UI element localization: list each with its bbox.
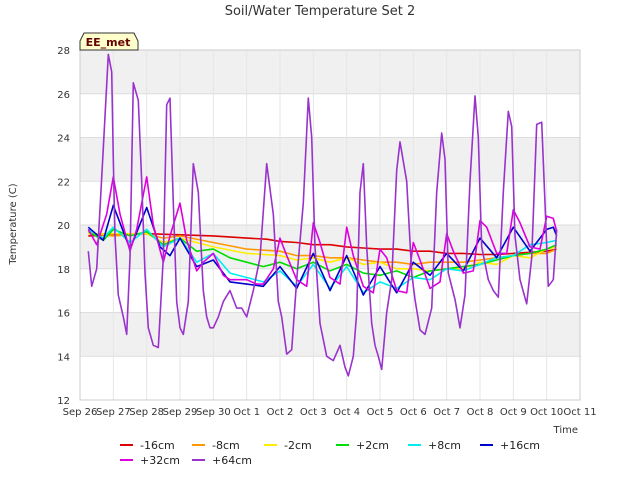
x-tick-label: Sep 26: [63, 407, 98, 418]
x-tick-label: Oct 11: [563, 407, 596, 418]
annotation-box-shape: [79, 32, 139, 51]
legend-label: +64cm: [212, 454, 252, 467]
legend-label: -8cm: [212, 439, 240, 452]
x-tick-label: Sep 29: [163, 407, 198, 418]
legend-label: -16cm: [140, 439, 175, 452]
legend-item: +32cm: [120, 454, 180, 467]
x-tick-label: Oct 6: [400, 407, 427, 418]
x-tick-label: Sep 27: [96, 407, 131, 418]
x-tick-label: Sep 30: [196, 407, 231, 418]
legend-item: -16cm: [120, 439, 175, 452]
annotation-label: EE_met: [86, 36, 131, 49]
x-tick-label: Oct 5: [367, 407, 394, 418]
legend-item: +16cm: [480, 439, 540, 452]
y-tick-label: 14: [57, 352, 70, 363]
y-tick-label: 22: [57, 177, 70, 188]
x-tick-label: Oct 4: [333, 407, 360, 418]
y-axis-ticks: 12 14 16 18 20 22 24 26 28: [57, 46, 70, 407]
legend-label: +16cm: [500, 439, 540, 452]
annotation-box: EE_met: [79, 32, 139, 51]
legend-label: +2cm: [356, 439, 389, 452]
legend-label: +8cm: [428, 439, 461, 452]
y-tick-label: 12: [57, 396, 70, 407]
y-tick-label: 26: [57, 90, 70, 101]
series-lines: [87, 53, 558, 377]
legend-item: +2cm: [336, 439, 389, 452]
x-tick-label: Oct 8: [467, 407, 494, 418]
legend-item: +8cm: [408, 439, 461, 452]
background-band: [80, 50, 580, 94]
x-tick-label: Oct 9: [500, 407, 527, 418]
x-tick-label: Oct 10: [530, 407, 563, 418]
series-line-8cm: [87, 226, 557, 294]
legend-item: -2cm: [264, 439, 312, 452]
plot-frame: [79, 49, 581, 401]
background-band: [80, 137, 580, 182]
x-axis-label: Time: [553, 425, 578, 436]
series-line-16cm: [87, 204, 558, 296]
x-tick-label: Oct 2: [267, 407, 294, 418]
background-band: [80, 312, 580, 357]
y-tick-label: 20: [57, 221, 70, 232]
x-tick-label: Oct 3: [300, 407, 327, 418]
legend-item: -8cm: [192, 439, 240, 452]
chart-title: Soil/Water Temperature Set 2: [225, 4, 416, 19]
y-axis-label: Temperature (C): [8, 183, 19, 265]
series-line-64cm: [87, 53, 558, 377]
legend-label: -2cm: [284, 439, 312, 452]
x-tick-label: Sep 28: [129, 407, 164, 418]
legend-label: +32cm: [140, 454, 180, 467]
series-line-16cm: [88, 232, 557, 256]
y-tick-label: 16: [57, 309, 70, 320]
y-tick-label: 28: [57, 46, 70, 57]
x-tick-label: Oct 7: [433, 407, 460, 418]
series-line-32cm: [87, 176, 558, 294]
y-tick-label: 18: [57, 265, 70, 276]
legend: -16cm -8cm -2cm +2cm +8cm +16cm +32cm +64cm: [120, 439, 540, 467]
x-tick-label: Oct 1: [233, 407, 260, 418]
legend-item: +64cm: [192, 454, 252, 467]
background-bands: [80, 50, 580, 357]
y-tick-label: 24: [57, 134, 70, 145]
